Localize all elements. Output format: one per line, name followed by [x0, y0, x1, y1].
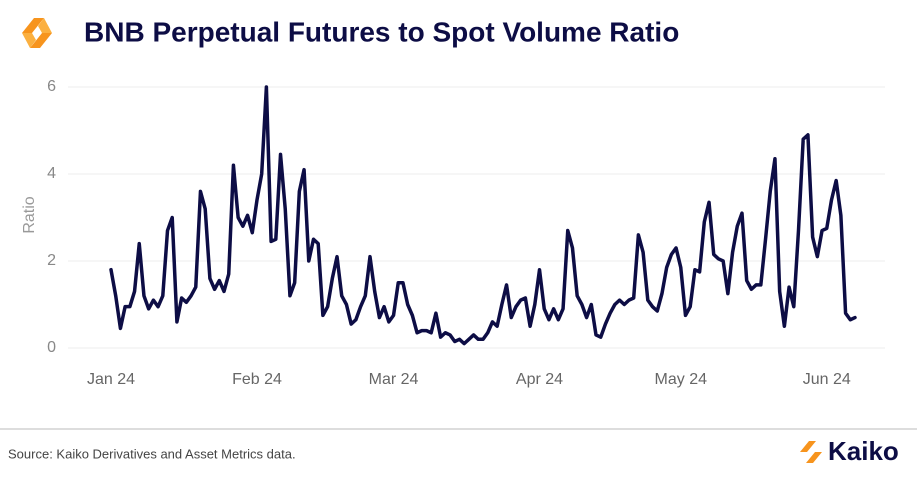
- brand-logo: [800, 441, 822, 463]
- y-tick-label: 6: [47, 78, 56, 95]
- x-tick-label: Jan 24: [87, 371, 135, 388]
- x-tick-label: Mar 24: [369, 371, 419, 388]
- y-tick-label: 0: [47, 339, 56, 356]
- chart-title: BNB Perpetual Futures to Spot Volume Rat…: [84, 16, 679, 47]
- data-line: [109, 85, 857, 346]
- y-tick-label: 2: [47, 252, 56, 269]
- brand-name: Kaiko: [828, 436, 899, 466]
- x-tick-label: Apr 24: [516, 371, 563, 388]
- x-tick-label: Jun 24: [803, 371, 851, 388]
- x-tick-label: May 24: [655, 371, 708, 388]
- y-axis-label: Ratio: [21, 196, 38, 233]
- logo-icon: [12, 8, 62, 58]
- y-tick-label: 4: [47, 165, 56, 182]
- x-tick-label: Feb 24: [232, 371, 282, 388]
- source-note: Source: Kaiko Derivatives and Asset Metr…: [8, 446, 296, 461]
